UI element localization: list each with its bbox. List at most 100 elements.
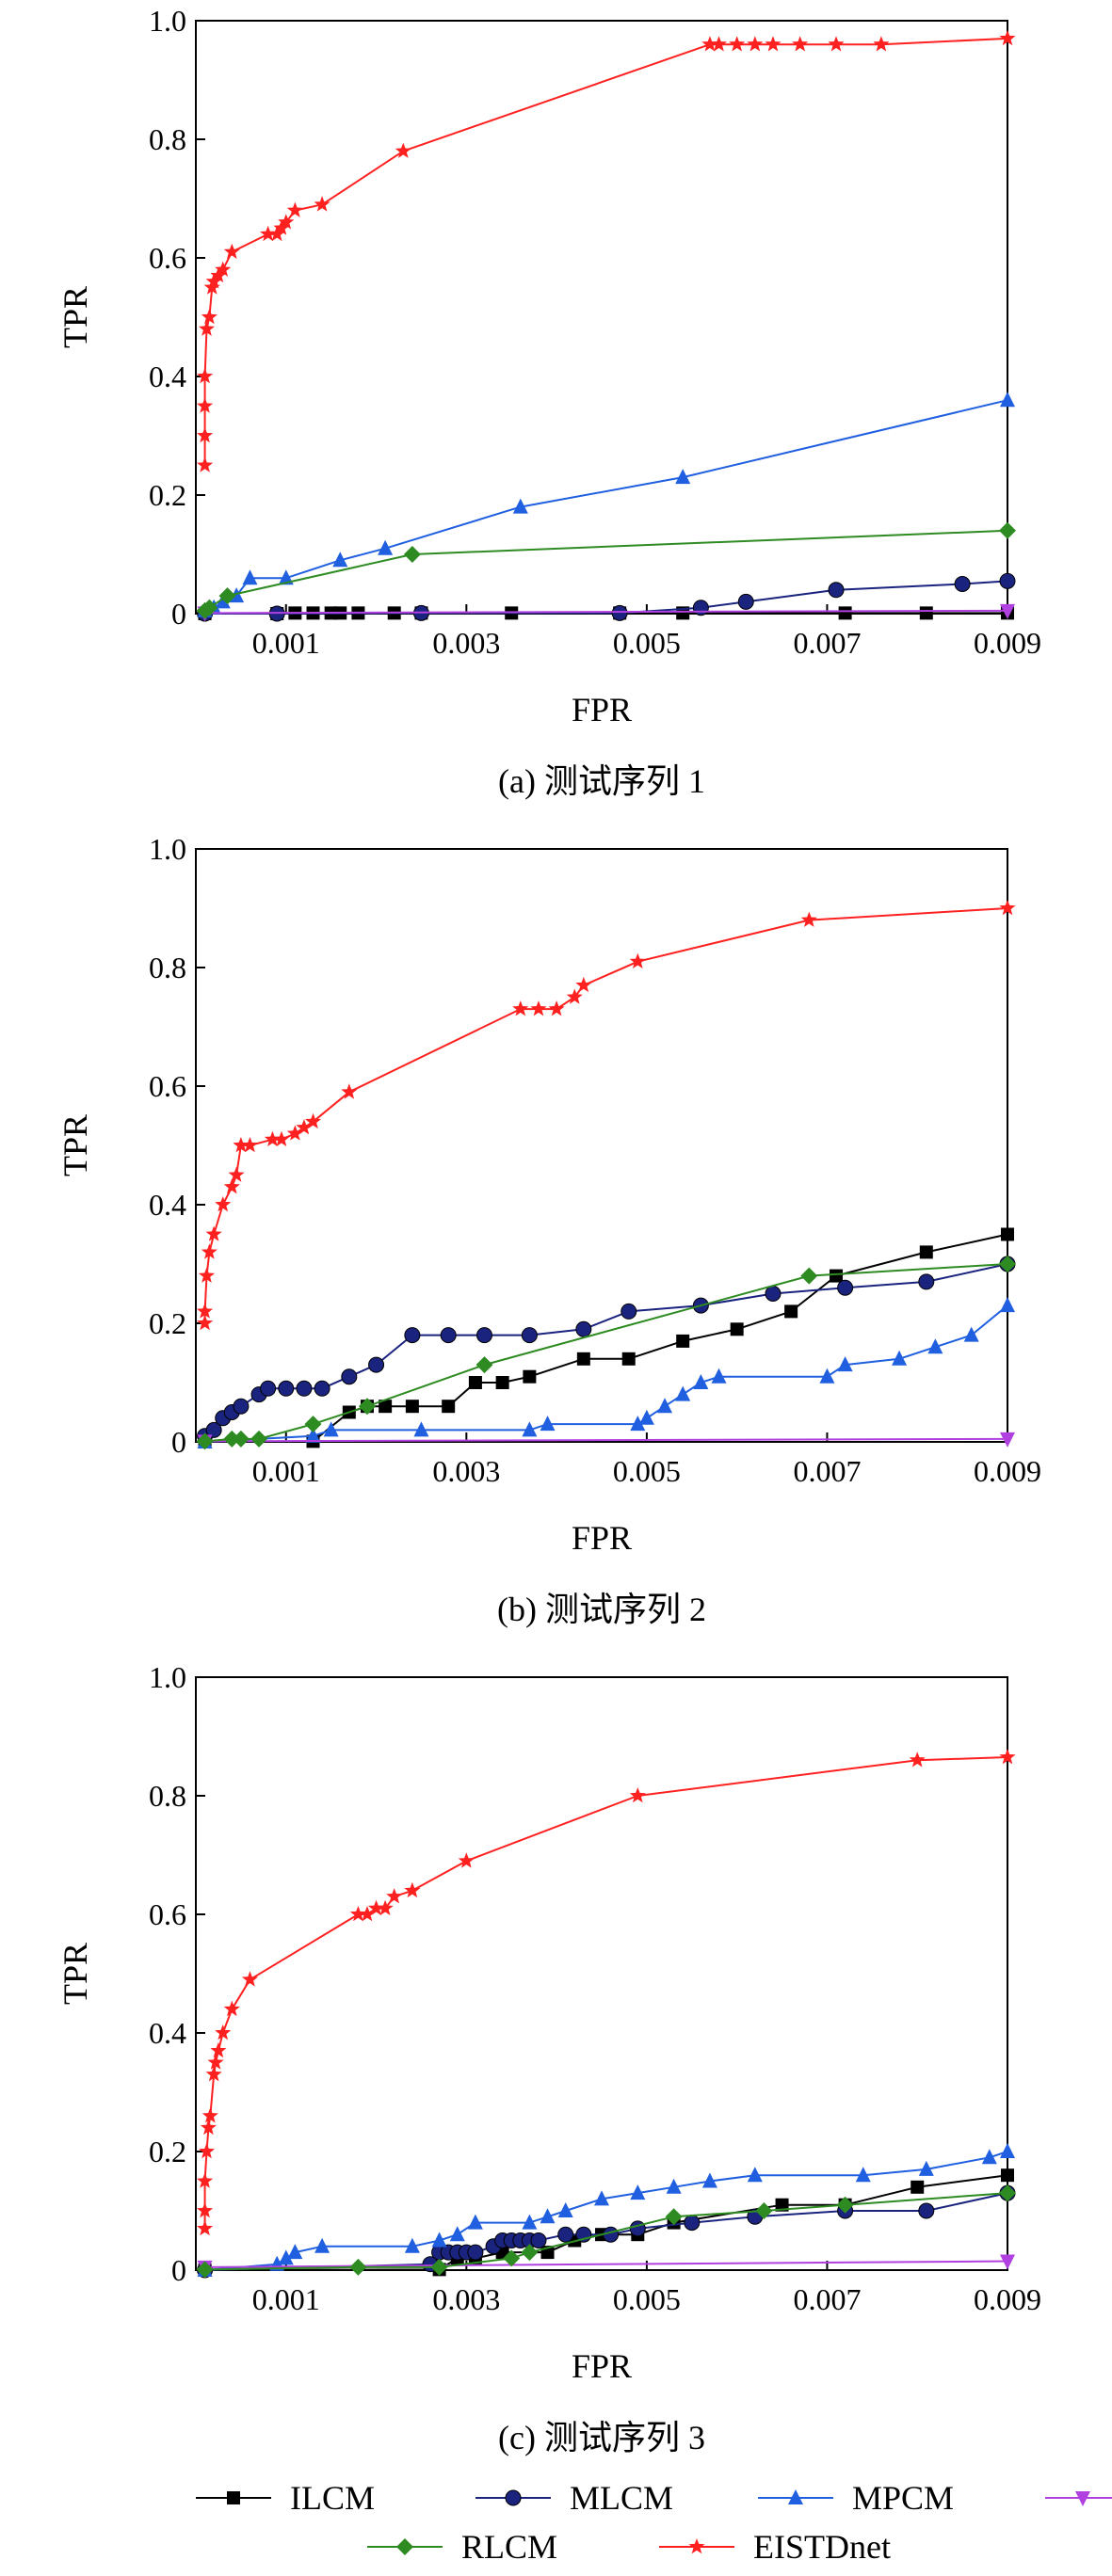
data-point-ilcm [830, 1269, 844, 1283]
series-ilcm [198, 2168, 1014, 2277]
data-point-eistdnet [201, 309, 218, 325]
data-point-mlcm [440, 1327, 457, 1344]
data-point-mpcm [701, 2172, 717, 2188]
series-mlcm [197, 1256, 1016, 1445]
data-point-mpcm [892, 1350, 908, 1366]
data-point-eistdnet [873, 36, 890, 52]
series-eistdnet [197, 1749, 1016, 2236]
data-point-mlcm [765, 1286, 782, 1302]
data-point-mpcm [630, 1416, 646, 1432]
data-point-eistdnet [197, 1303, 214, 1319]
data-point-eistdnet [548, 1000, 565, 1016]
data-point-rlcm [836, 2196, 854, 2214]
data-point-eistdnet [368, 1899, 385, 1915]
data-point-ilcm [379, 1400, 393, 1414]
data-point-mpcm [215, 593, 231, 609]
data-point-eistdnet [765, 36, 782, 52]
y-tick-label: 0.6 [149, 241, 186, 275]
data-point-ilcm [495, 1376, 509, 1389]
data-point-eistdnet [296, 1119, 313, 1135]
data-point-mlcm [530, 2232, 547, 2248]
y-tick-label: 0 [171, 597, 186, 631]
plot-frame [195, 20, 1008, 615]
series-eistdnet [197, 900, 1016, 1331]
data-point-eistdnet [197, 368, 214, 384]
data-point-eistdnet [341, 1083, 358, 1099]
data-point-rlcm [250, 1430, 268, 1448]
data-point-eistdnet [203, 279, 220, 295]
data-point-eistdnet [800, 911, 817, 927]
data-point-mlcm [837, 1279, 854, 1296]
y-tick-label: 0.4 [149, 1188, 186, 1222]
series-line-ript [204, 1437, 1008, 1443]
legend-marker-ript [1075, 2491, 1090, 2506]
data-point-rlcm [521, 2244, 539, 2262]
data-point-ript [1000, 1432, 1015, 1448]
series-line-mlcm [204, 1263, 1008, 1437]
data-point-eistdnet [233, 1137, 250, 1153]
x-axis-title: FPR [572, 1519, 632, 1557]
data-point-eistdnet [197, 2172, 214, 2188]
data-point-eistdnet [575, 976, 592, 993]
legend-marker-eistdnet [688, 2538, 705, 2554]
legend-item-rlcm: RLCM [367, 2528, 557, 2566]
data-point-mpcm [314, 2237, 330, 2253]
data-point-eistdnet [264, 1130, 281, 1146]
data-point-mpcm [1000, 1297, 1015, 1313]
data-point-ilcm [468, 1376, 482, 1389]
data-point-rlcm [503, 2249, 521, 2267]
data-point-eistdnet [828, 36, 845, 52]
data-point-rlcm [196, 1432, 214, 1450]
data-point-eistdnet [404, 1881, 421, 1898]
data-point-eistdnet [273, 219, 290, 235]
data-point-mlcm [475, 1327, 492, 1344]
data-point-eistdnet [198, 320, 216, 336]
data-point-mlcm [404, 1327, 421, 1344]
data-point-eistdnet [197, 397, 214, 413]
y-axis-title: TPR [56, 286, 94, 348]
data-point-mpcm [378, 539, 394, 555]
data-point-rlcm [304, 1416, 322, 1433]
roc-panel-3: 0 0.2 0.4 0.6 0.8 1.0 0.001 0.003 0.005 0.007 0.00… [56, 1660, 1041, 2456]
data-point-mlcm [954, 576, 971, 592]
data-point-eistdnet [286, 201, 303, 217]
data-point-eistdnet [792, 36, 809, 52]
x-tick-label: 0.005 [613, 2282, 681, 2316]
data-point-mpcm [557, 2202, 573, 2217]
data-point-mpcm [819, 1368, 835, 1384]
data-point-mpcm [747, 2167, 763, 2183]
series-ript [197, 2254, 1015, 2276]
legend-label: EISTDnet [753, 2528, 891, 2566]
series-line-mpcm [204, 1304, 1008, 1443]
data-point-eistdnet [629, 1787, 646, 1803]
data-point-eistdnet [223, 243, 240, 259]
x-tick-label: 0.003 [432, 1454, 500, 1488]
data-point-rlcm [475, 1356, 493, 1374]
x-tick-label: 0.003 [432, 2282, 500, 2316]
data-point-eistdnet [999, 900, 1016, 916]
data-point-mpcm [413, 1421, 429, 1437]
roc-panel-1: 0 0.2 0.4 0.6 0.8 1.0 0.001 0.003 0.005 0.007 0.00… [56, 4, 1041, 800]
data-point-mlcm [918, 1273, 935, 1290]
data-point-eistdnet [201, 2107, 218, 2123]
data-point-ilcm [730, 1322, 744, 1336]
data-point-eistdnet [210, 266, 227, 283]
data-point-rlcm [218, 587, 236, 605]
data-point-mlcm [260, 1380, 277, 1397]
data-point-eistdnet [223, 2000, 240, 2017]
data-point-ilcm [576, 1352, 590, 1366]
series-mpcm [197, 392, 1015, 617]
data-point-ilcm [621, 1352, 636, 1366]
data-point-eistdnet [205, 1225, 222, 1241]
data-point-mpcm [855, 2167, 871, 2183]
y-tick-label: 0.8 [149, 1779, 186, 1813]
data-point-mpcm [1000, 392, 1015, 408]
x-tick-label: 0.003 [432, 626, 500, 660]
data-point-eistdnet [215, 1196, 232, 1212]
series-ilcm [198, 1227, 1014, 1448]
panel-caption: (c) 测试序列 3 [498, 2419, 705, 2456]
y-tick-label: 1.0 [149, 832, 186, 866]
y-tick-label: 0.8 [149, 122, 186, 156]
data-point-mlcm [918, 2202, 935, 2219]
data-point-ilcm [442, 1400, 456, 1414]
